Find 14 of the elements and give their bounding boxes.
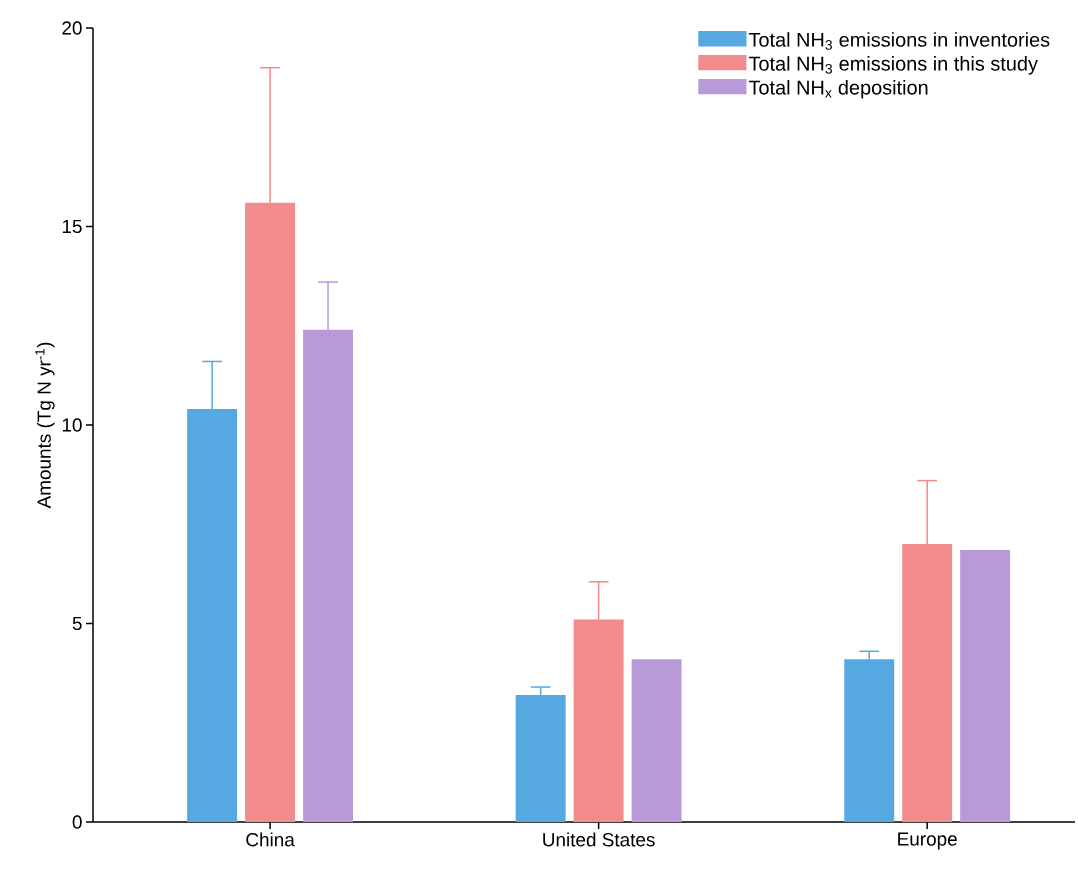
y-tick-label: 0 bbox=[72, 815, 82, 829]
legend-label: Total NH$_{3}$ emissions in inventories bbox=[748, 32, 1050, 50]
x-tick-label: China bbox=[246, 832, 295, 847]
y-tick-label: 15 bbox=[62, 219, 82, 234]
y-axis-title: Amounts (Tg N yr$^{-1}$) bbox=[35, 342, 55, 509]
legend-label: Total NH$_{x}$ deposition bbox=[748, 80, 928, 99]
bar bbox=[631, 659, 682, 822]
bar bbox=[960, 550, 1011, 822]
y-tick-label: 5 bbox=[72, 616, 82, 631]
y-tick-label: 20 bbox=[62, 21, 82, 35]
x-tick-label: United States bbox=[543, 832, 655, 847]
legend-label: Total NH$_{3}$ emissions in this study bbox=[748, 56, 1038, 75]
y-tick-label: 10 bbox=[62, 418, 82, 432]
x-tick-label: Europe bbox=[898, 832, 957, 850]
